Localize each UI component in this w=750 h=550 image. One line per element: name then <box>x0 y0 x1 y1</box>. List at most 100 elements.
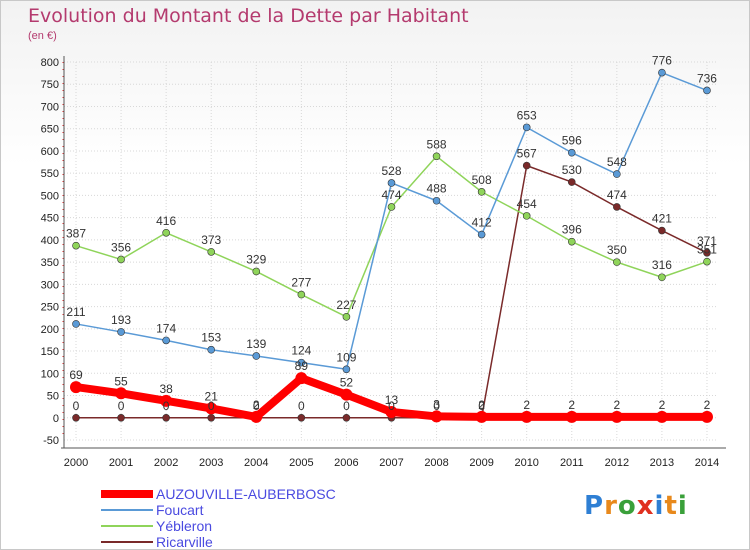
data-label: 356 <box>111 240 131 254</box>
x-tick-label: 2007 <box>379 457 403 469</box>
data-point <box>700 410 713 423</box>
y-tick-label: 650 <box>41 124 59 136</box>
x-tick-label: 2003 <box>199 457 223 469</box>
y-tick-label: 300 <box>41 279 59 291</box>
legend: AUZOUVILLE-AUBERBOSC Foucart Yébleron Ricar… <box>101 486 336 550</box>
data-label: 52 <box>340 376 354 390</box>
data-label: 193 <box>111 313 131 327</box>
data-label: 776 <box>652 54 672 68</box>
data-point <box>162 336 170 345</box>
data-point <box>567 178 576 186</box>
legend-label: Ricarville <box>156 534 213 550</box>
legend-label: Yébleron <box>156 518 213 534</box>
data-label: 153 <box>201 331 221 345</box>
data-label: 371 <box>697 234 717 248</box>
x-tick-label: 2002 <box>154 457 178 469</box>
label-layer: 69 55 38 21 2 89 52 13 3 2 2 2 2 2 2 211 193 174 153 139 124… <box>66 54 717 413</box>
y-tick-label: 400 <box>41 235 59 247</box>
data-label: 69 <box>69 368 83 382</box>
chart-title: Evolution du Montant de la Dette par Hab… <box>28 5 469 27</box>
data-label: 2 <box>568 398 575 412</box>
data-point <box>520 410 533 423</box>
data-point <box>72 413 80 422</box>
logo-letter: o <box>617 491 637 521</box>
y-tick-label: 100 <box>41 368 59 380</box>
data-point <box>613 170 621 178</box>
data-label: 373 <box>201 233 221 247</box>
data-label: 21 <box>205 389 219 403</box>
data-point <box>477 230 486 239</box>
data-point <box>295 372 308 385</box>
data-label: 124 <box>291 344 311 358</box>
logo-letter: r <box>604 491 618 521</box>
data-point <box>250 410 263 423</box>
data-label: 0 <box>433 399 440 413</box>
data-label: 211 <box>66 305 85 319</box>
logo-letter: x <box>636 491 655 521</box>
data-label: 548 <box>607 155 627 169</box>
x-tick-label: 2000 <box>64 457 88 469</box>
data-label: 2 <box>523 398 530 412</box>
data-point <box>475 410 488 423</box>
data-point <box>117 413 125 422</box>
legend-label: AUZOUVILLE-AUBERBOSC <box>156 486 336 502</box>
legend-swatch <box>101 541 153 543</box>
y-tick-label: 750 <box>41 79 59 91</box>
logo-letter: i <box>654 491 665 521</box>
data-point <box>567 237 576 246</box>
data-point <box>72 241 80 250</box>
axis-layer: -500501001502002503003504004505005506006… <box>41 56 726 469</box>
logo-letter: t <box>664 491 678 521</box>
data-point <box>162 228 170 237</box>
y-tick-label: 350 <box>41 257 59 269</box>
data-label: 109 <box>336 350 356 364</box>
data-label: 454 <box>517 197 537 211</box>
data-point <box>565 410 578 423</box>
legend-item: Yébleron <box>101 518 336 534</box>
logo-letter: i <box>677 491 688 521</box>
data-label: 653 <box>517 108 537 122</box>
data-label: 174 <box>156 321 176 335</box>
data-point <box>117 328 125 336</box>
x-tick-label: 2005 <box>289 457 313 469</box>
data-point <box>703 248 711 257</box>
data-point <box>522 212 531 220</box>
data-point <box>207 413 216 422</box>
data-point <box>432 152 441 161</box>
data-point <box>387 179 396 187</box>
data-label: 13 <box>385 393 399 407</box>
y-tick-label: 200 <box>41 324 59 336</box>
data-point <box>703 86 711 95</box>
data-point <box>610 410 623 423</box>
data-point <box>252 352 261 360</box>
data-label: 89 <box>295 359 309 373</box>
x-tick-label: 2009 <box>469 457 493 469</box>
data-label: 0 <box>118 399 125 413</box>
data-label: 0 <box>73 399 80 413</box>
y-tick-label: 0 <box>53 413 59 425</box>
data-label: 2 <box>659 398 666 412</box>
x-tick-label: 2013 <box>650 457 674 469</box>
x-tick-label: 2001 <box>109 457 133 469</box>
data-point <box>342 413 351 422</box>
data-label: 2 <box>253 398 260 412</box>
data-label: 530 <box>562 163 582 177</box>
data-label: 412 <box>472 216 492 230</box>
data-point <box>658 226 666 235</box>
data-label: 736 <box>697 71 717 85</box>
data-label: 508 <box>472 173 492 187</box>
legend-swatch <box>101 525 153 527</box>
data-point <box>613 203 621 211</box>
data-label: 387 <box>66 227 86 241</box>
data-label: 3 <box>433 397 440 411</box>
grid-layer <box>64 61 718 441</box>
legend-label: Foucart <box>156 502 204 518</box>
data-point <box>613 258 621 266</box>
data-label: 474 <box>381 188 401 202</box>
y-tick-label: 250 <box>41 302 59 314</box>
data-label: 474 <box>607 188 627 202</box>
data-label: 139 <box>246 337 266 351</box>
y-tick-label: 150 <box>41 346 59 358</box>
data-point <box>252 267 261 276</box>
